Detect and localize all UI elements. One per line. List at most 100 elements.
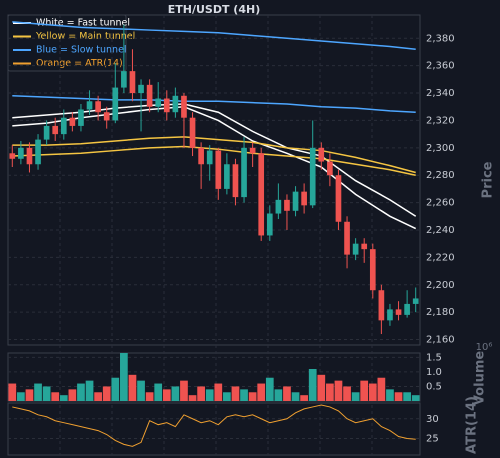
- volume-bar: [377, 377, 386, 401]
- candle-body: [181, 95, 187, 118]
- y-tick-label: 2,280: [426, 170, 455, 181]
- volume-axis-label: Volume: [473, 351, 488, 406]
- candle-body: [266, 213, 273, 236]
- y-tick-label: 2,260: [426, 198, 455, 209]
- candle-body: [86, 101, 93, 110]
- legend-label: White = Fast tunnel: [36, 18, 130, 29]
- legend-box: [7, 14, 127, 72]
- volume-bar: [85, 380, 94, 401]
- volume-bar: [274, 389, 283, 401]
- candle-body: [52, 125, 59, 135]
- volume-bar: [308, 369, 317, 401]
- price-panel: [7, 14, 421, 346]
- volume-bar: [102, 386, 111, 401]
- candle-body: [9, 153, 16, 159]
- candle-body: [60, 117, 67, 135]
- volume-panel: [7, 352, 421, 402]
- volume-bar: [214, 383, 223, 401]
- volume-bar: [42, 386, 51, 401]
- candle-body: [378, 290, 385, 321]
- legend-label: Yellow = Main tunnel: [35, 31, 135, 42]
- volume-bar: [403, 392, 411, 401]
- volume-bar: [386, 389, 394, 401]
- candle-body: [43, 125, 50, 140]
- volume-bar: [197, 386, 205, 401]
- tunnel-line: [12, 21, 416, 50]
- volume-bar: [291, 392, 300, 401]
- candle-body: [284, 199, 290, 211]
- volume-bar: [300, 395, 308, 401]
- candle-body: [112, 87, 119, 121]
- volume-bar: [128, 374, 137, 401]
- candle-body: [352, 243, 359, 255]
- y-tick-label: 2,220: [426, 252, 455, 263]
- y-tick-label: 0.5: [426, 381, 442, 392]
- volume-bar: [240, 389, 248, 401]
- y-tick-label: 2,300: [426, 143, 455, 154]
- volume-bar: [411, 395, 420, 401]
- candle-body: [292, 191, 299, 211]
- volume-bar: [368, 383, 377, 401]
- y-tick-label: 2,380: [426, 33, 455, 44]
- candle-body: [232, 164, 239, 198]
- candle-body: [387, 309, 393, 321]
- volume-bar: [188, 395, 197, 401]
- volume-bar: [25, 389, 34, 401]
- candle-body: [395, 309, 402, 315]
- volume-bar: [154, 383, 163, 401]
- candle-body: [258, 153, 265, 236]
- candle-body: [198, 147, 204, 165]
- volume-bar: [394, 392, 403, 401]
- volume-bar: [248, 392, 257, 401]
- candle-body: [138, 84, 144, 94]
- candle-body: [129, 71, 136, 94]
- candle-body: [163, 98, 170, 113]
- y-tick-label: 2,320: [426, 115, 455, 126]
- volume-bar: [351, 392, 360, 401]
- candle-body: [412, 298, 419, 304]
- volume-bar: [180, 380, 188, 401]
- candle-body: [344, 221, 350, 255]
- candle-body: [301, 191, 307, 206]
- candle-body: [26, 147, 33, 165]
- candle-body: [103, 112, 110, 121]
- candle-body: [404, 303, 410, 315]
- volume-bar: [120, 353, 128, 401]
- y-tick-label: 25: [426, 433, 439, 444]
- candle-body: [121, 71, 127, 88]
- candle-body: [249, 147, 256, 154]
- volume-bar: [317, 374, 326, 401]
- volume-bar: [77, 383, 85, 401]
- volume-bar: [17, 392, 25, 401]
- y-tick-label: 1.5: [426, 352, 442, 363]
- y-tick-label: 30: [426, 414, 439, 425]
- volume-bar: [343, 386, 351, 401]
- tunnel-line: [12, 136, 416, 174]
- volume-bar: [162, 389, 171, 401]
- volume-bar: [94, 392, 102, 401]
- volume-bar: [34, 383, 42, 401]
- candle-body: [155, 98, 162, 107]
- volume-offset: 10⁶: [476, 342, 493, 353]
- volume-bar: [326, 383, 334, 401]
- candle-body: [69, 117, 76, 126]
- atr-axis-label: ATR(14): [465, 396, 480, 454]
- atr-line: [12, 404, 416, 447]
- y-tick-label: 2,340: [426, 88, 455, 99]
- y-tick-label: 1.0: [426, 367, 442, 378]
- volume-bar: [68, 389, 77, 401]
- volume-bar: [265, 377, 274, 401]
- volume-bar: [334, 380, 343, 401]
- candle-body: [95, 101, 101, 113]
- volume-bar: [205, 389, 214, 401]
- candle-body: [275, 199, 282, 214]
- candle-body: [318, 147, 325, 162]
- volume-bar: [257, 383, 266, 401]
- volume-bar: [171, 386, 180, 401]
- candle-body: [35, 139, 41, 165]
- candle-body: [224, 164, 230, 189]
- candle-body: [18, 147, 24, 159]
- candle-body: [189, 117, 196, 148]
- chart-title: ETH/USDT (4H): [168, 3, 260, 16]
